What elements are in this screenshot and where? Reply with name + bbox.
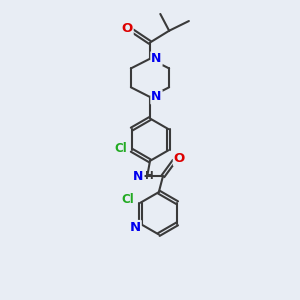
Text: Cl: Cl <box>122 193 134 206</box>
Text: O: O <box>122 22 133 35</box>
Text: N: N <box>133 170 143 183</box>
Text: N: N <box>151 91 162 103</box>
Text: H: H <box>145 171 154 181</box>
Text: O: O <box>174 152 185 165</box>
Text: N: N <box>130 221 141 234</box>
Text: Cl: Cl <box>114 142 127 155</box>
Text: N: N <box>151 52 162 65</box>
